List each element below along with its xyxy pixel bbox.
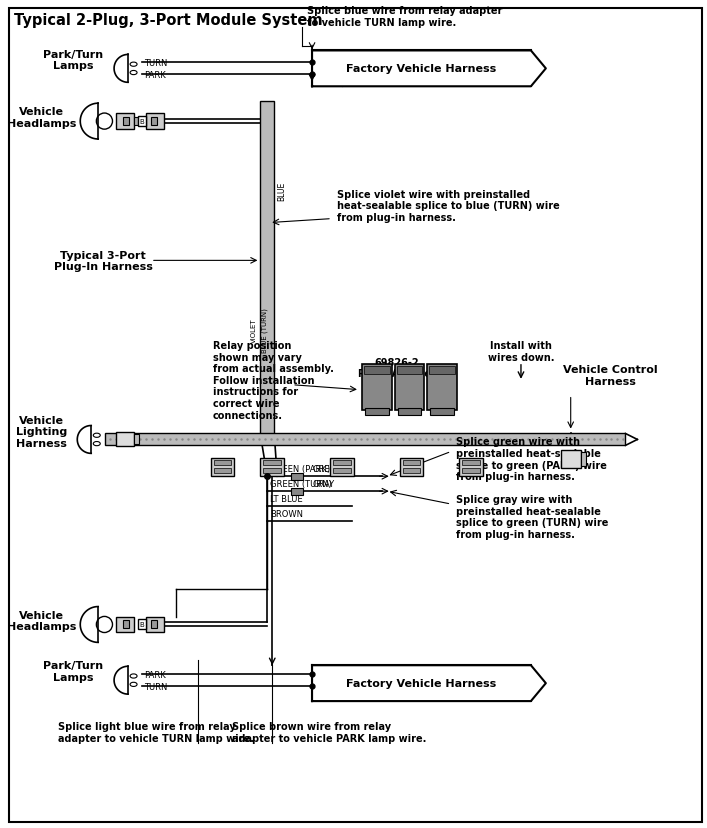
Bar [138,117,146,127]
Bar [399,459,423,477]
Text: GREEN (TURN): GREEN (TURN) [270,479,332,489]
Bar [561,450,580,469]
Text: Splice light blue wire from relay
adapter to vehicle TURN lamp wire.: Splice light blue wire from relay adapte… [59,721,255,743]
Bar [134,118,139,126]
Text: Vehicle
Headlamps: Vehicle Headlamps [7,610,76,632]
Text: Factory Vehicle Harness: Factory Vehicle Harness [346,678,496,688]
Text: B: B [139,119,144,125]
Text: BROWN: BROWN [270,509,303,518]
Bar [214,460,231,465]
Bar [105,434,626,445]
Bar [462,460,480,465]
Bar [260,459,284,477]
Bar [138,619,146,629]
Bar [312,666,531,701]
Bar [402,469,421,474]
Bar [312,51,531,87]
Text: GREEN (PARK): GREEN (PARK) [270,465,330,474]
Bar [462,469,480,474]
Bar [431,408,455,415]
Text: Factory Vehicle Harness: Factory Vehicle Harness [346,65,496,75]
Text: TURN: TURN [144,59,168,68]
Text: 69826-2
Relay Adapter: 69826-2 Relay Adapter [358,358,436,379]
Text: TURN: TURN [144,681,168,691]
Bar [151,621,157,628]
Text: Splice blue wire from relay adapter
to vehicle TURN lamp wire.: Splice blue wire from relay adapter to v… [307,6,503,27]
Text: Typical 2-Plug, 3-Port Module System: Typical 2-Plug, 3-Port Module System [13,12,322,27]
Text: Relay position
shown may vary
from actual assembly.
Follow installation
instruct: Relay position shown may vary from actua… [213,340,334,420]
Bar [116,114,134,130]
Text: B: B [139,622,144,628]
Bar [134,435,139,445]
Text: Splice brown wire from relay
adapter to vehicle PARK lamp wire.: Splice brown wire from relay adapter to … [233,721,427,743]
Text: VIOLET: VIOLET [252,318,257,343]
Text: Splice gray wire with
preinstalled heat-sealable
splice to green (TURN) wire
fro: Splice gray wire with preinstalled heat-… [456,494,609,539]
Bar [364,366,390,374]
Bar [116,617,134,633]
Bar [151,118,157,126]
Bar [123,118,129,126]
Text: Typical 3-Port
Plug-In Harness: Typical 3-Port Plug-In Harness [54,250,153,272]
Bar [146,617,164,633]
Text: Install with
wires down.: Install with wires down. [488,340,554,362]
Text: LT BLUE: LT BLUE [270,494,303,503]
Bar [362,364,392,410]
Text: BLUE (TURN): BLUE (TURN) [261,308,267,353]
Text: Vehicle Control
Harness: Vehicle Control Harness [563,364,658,386]
Bar [260,102,274,435]
Bar [395,364,424,410]
Bar [211,459,235,477]
Bar [460,459,483,477]
Bar [333,469,351,474]
Text: Vehicle
Headlamps: Vehicle Headlamps [7,107,76,129]
Text: Splice green wire with
preinstalled heat-sealable
splice to green (PARK) wire
fr: Splice green wire with preinstalled heat… [456,437,607,482]
Bar [397,408,421,415]
Bar [402,460,421,465]
Bar [116,433,134,447]
Text: GREEN: GREEN [312,465,341,474]
Text: Park/Turn
Lamps: Park/Turn Lamps [43,661,103,682]
Text: PARK: PARK [144,70,165,79]
Bar [291,488,303,495]
Text: GRAY: GRAY [312,479,334,489]
Text: Splice violet wire with preinstalled
heat-sealable splice to blue (TURN) wire
fr: Splice violet wire with preinstalled hea… [337,190,560,223]
Bar [263,469,281,474]
Bar [333,460,351,465]
Bar [397,366,423,374]
Bar [580,453,585,467]
Bar [365,408,389,415]
Bar [146,114,164,130]
Bar [214,469,231,474]
Bar [263,460,281,465]
Bar [330,459,354,477]
Bar [291,473,303,480]
Bar [429,366,455,374]
Text: Vehicle
Lighting
Harness: Vehicle Lighting Harness [16,416,67,449]
Text: PARK: PARK [144,670,165,679]
Text: Park/Turn
Lamps: Park/Turn Lamps [43,50,103,71]
Bar [123,621,129,628]
Bar [428,364,457,410]
Text: BLUE: BLUE [278,182,287,201]
